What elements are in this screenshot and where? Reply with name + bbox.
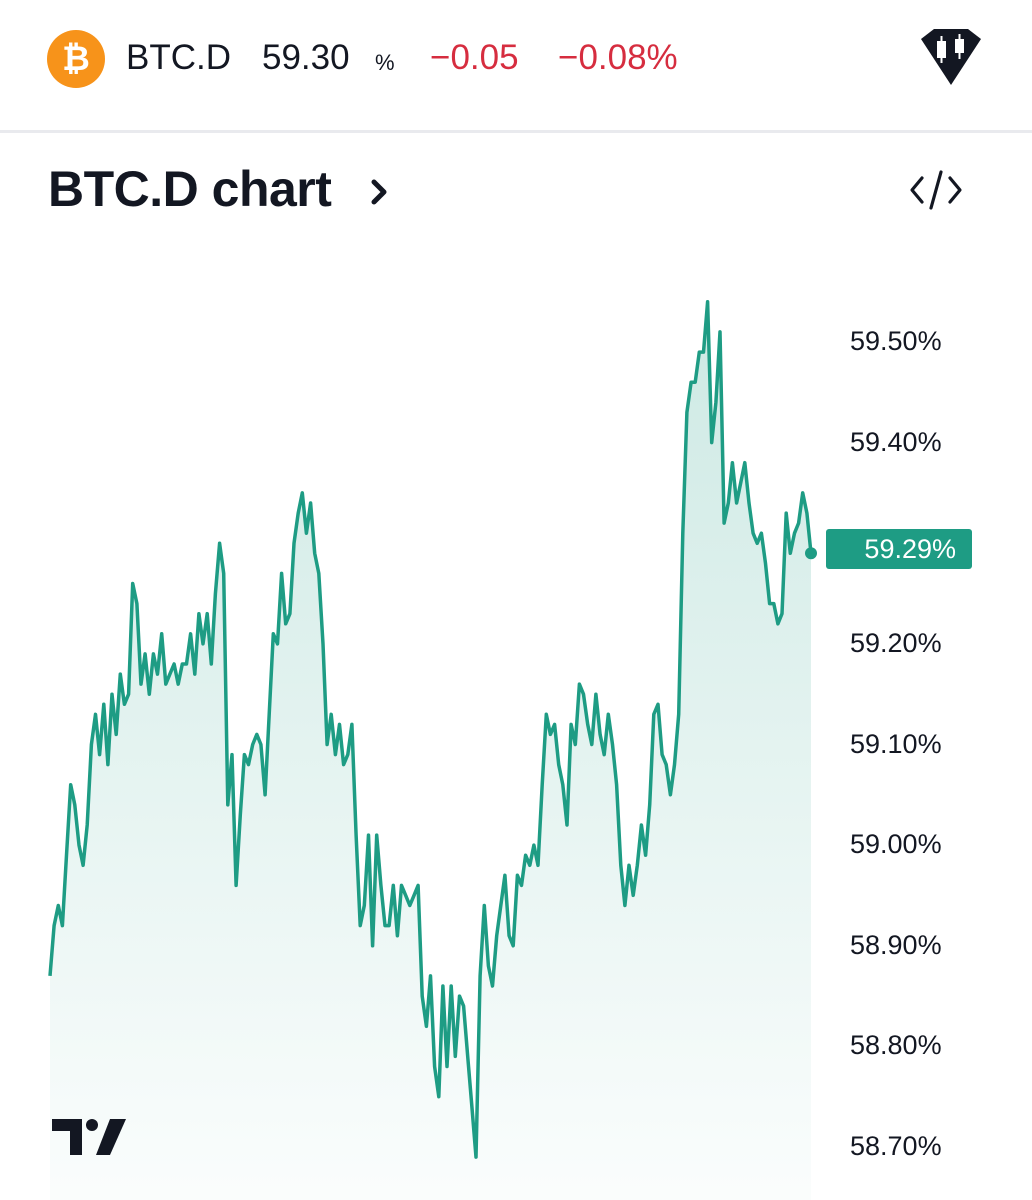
y-tick-label: 59.20% — [850, 627, 942, 658]
area-fill — [50, 301, 811, 1200]
symbol-label[interactable]: BTC.D — [126, 38, 231, 77]
y-tick-label: 59.40% — [850, 426, 942, 457]
quote-header: ₿ BTC.D 59.30 % −0.05 −0.08% — [0, 0, 1032, 133]
price-value: 59.30 — [262, 38, 350, 77]
y-tick-label: 59.50% — [850, 326, 942, 356]
y-tick-label: 59.00% — [850, 829, 942, 860]
change-percent: −0.08% — [558, 38, 678, 77]
y-tick-label: 58.80% — [850, 1030, 942, 1061]
last-value-badge: 59.29% — [826, 529, 972, 569]
series-line — [48, 300, 813, 1159]
y-tick-label: 58.70% — [850, 1131, 942, 1161]
tradingview-logo[interactable] — [52, 1117, 126, 1157]
y-tick-label: 58.90% — [850, 929, 942, 960]
chart-title[interactable]: BTC.D chart — [48, 161, 332, 217]
coin-glyph: ₿ — [62, 39, 90, 78]
candlestick-icon[interactable] — [918, 27, 984, 87]
last-point-marker — [805, 547, 817, 560]
chevron-right-icon[interactable] — [368, 172, 392, 212]
bitcoin-icon: ₿ — [47, 30, 105, 88]
code-icon[interactable] — [908, 168, 964, 212]
last-value-label: 59.29% — [864, 533, 956, 564]
change-value: −0.05 — [430, 38, 519, 77]
y-tick-label: 59.10% — [850, 728, 942, 759]
price-unit: % — [375, 50, 395, 75]
